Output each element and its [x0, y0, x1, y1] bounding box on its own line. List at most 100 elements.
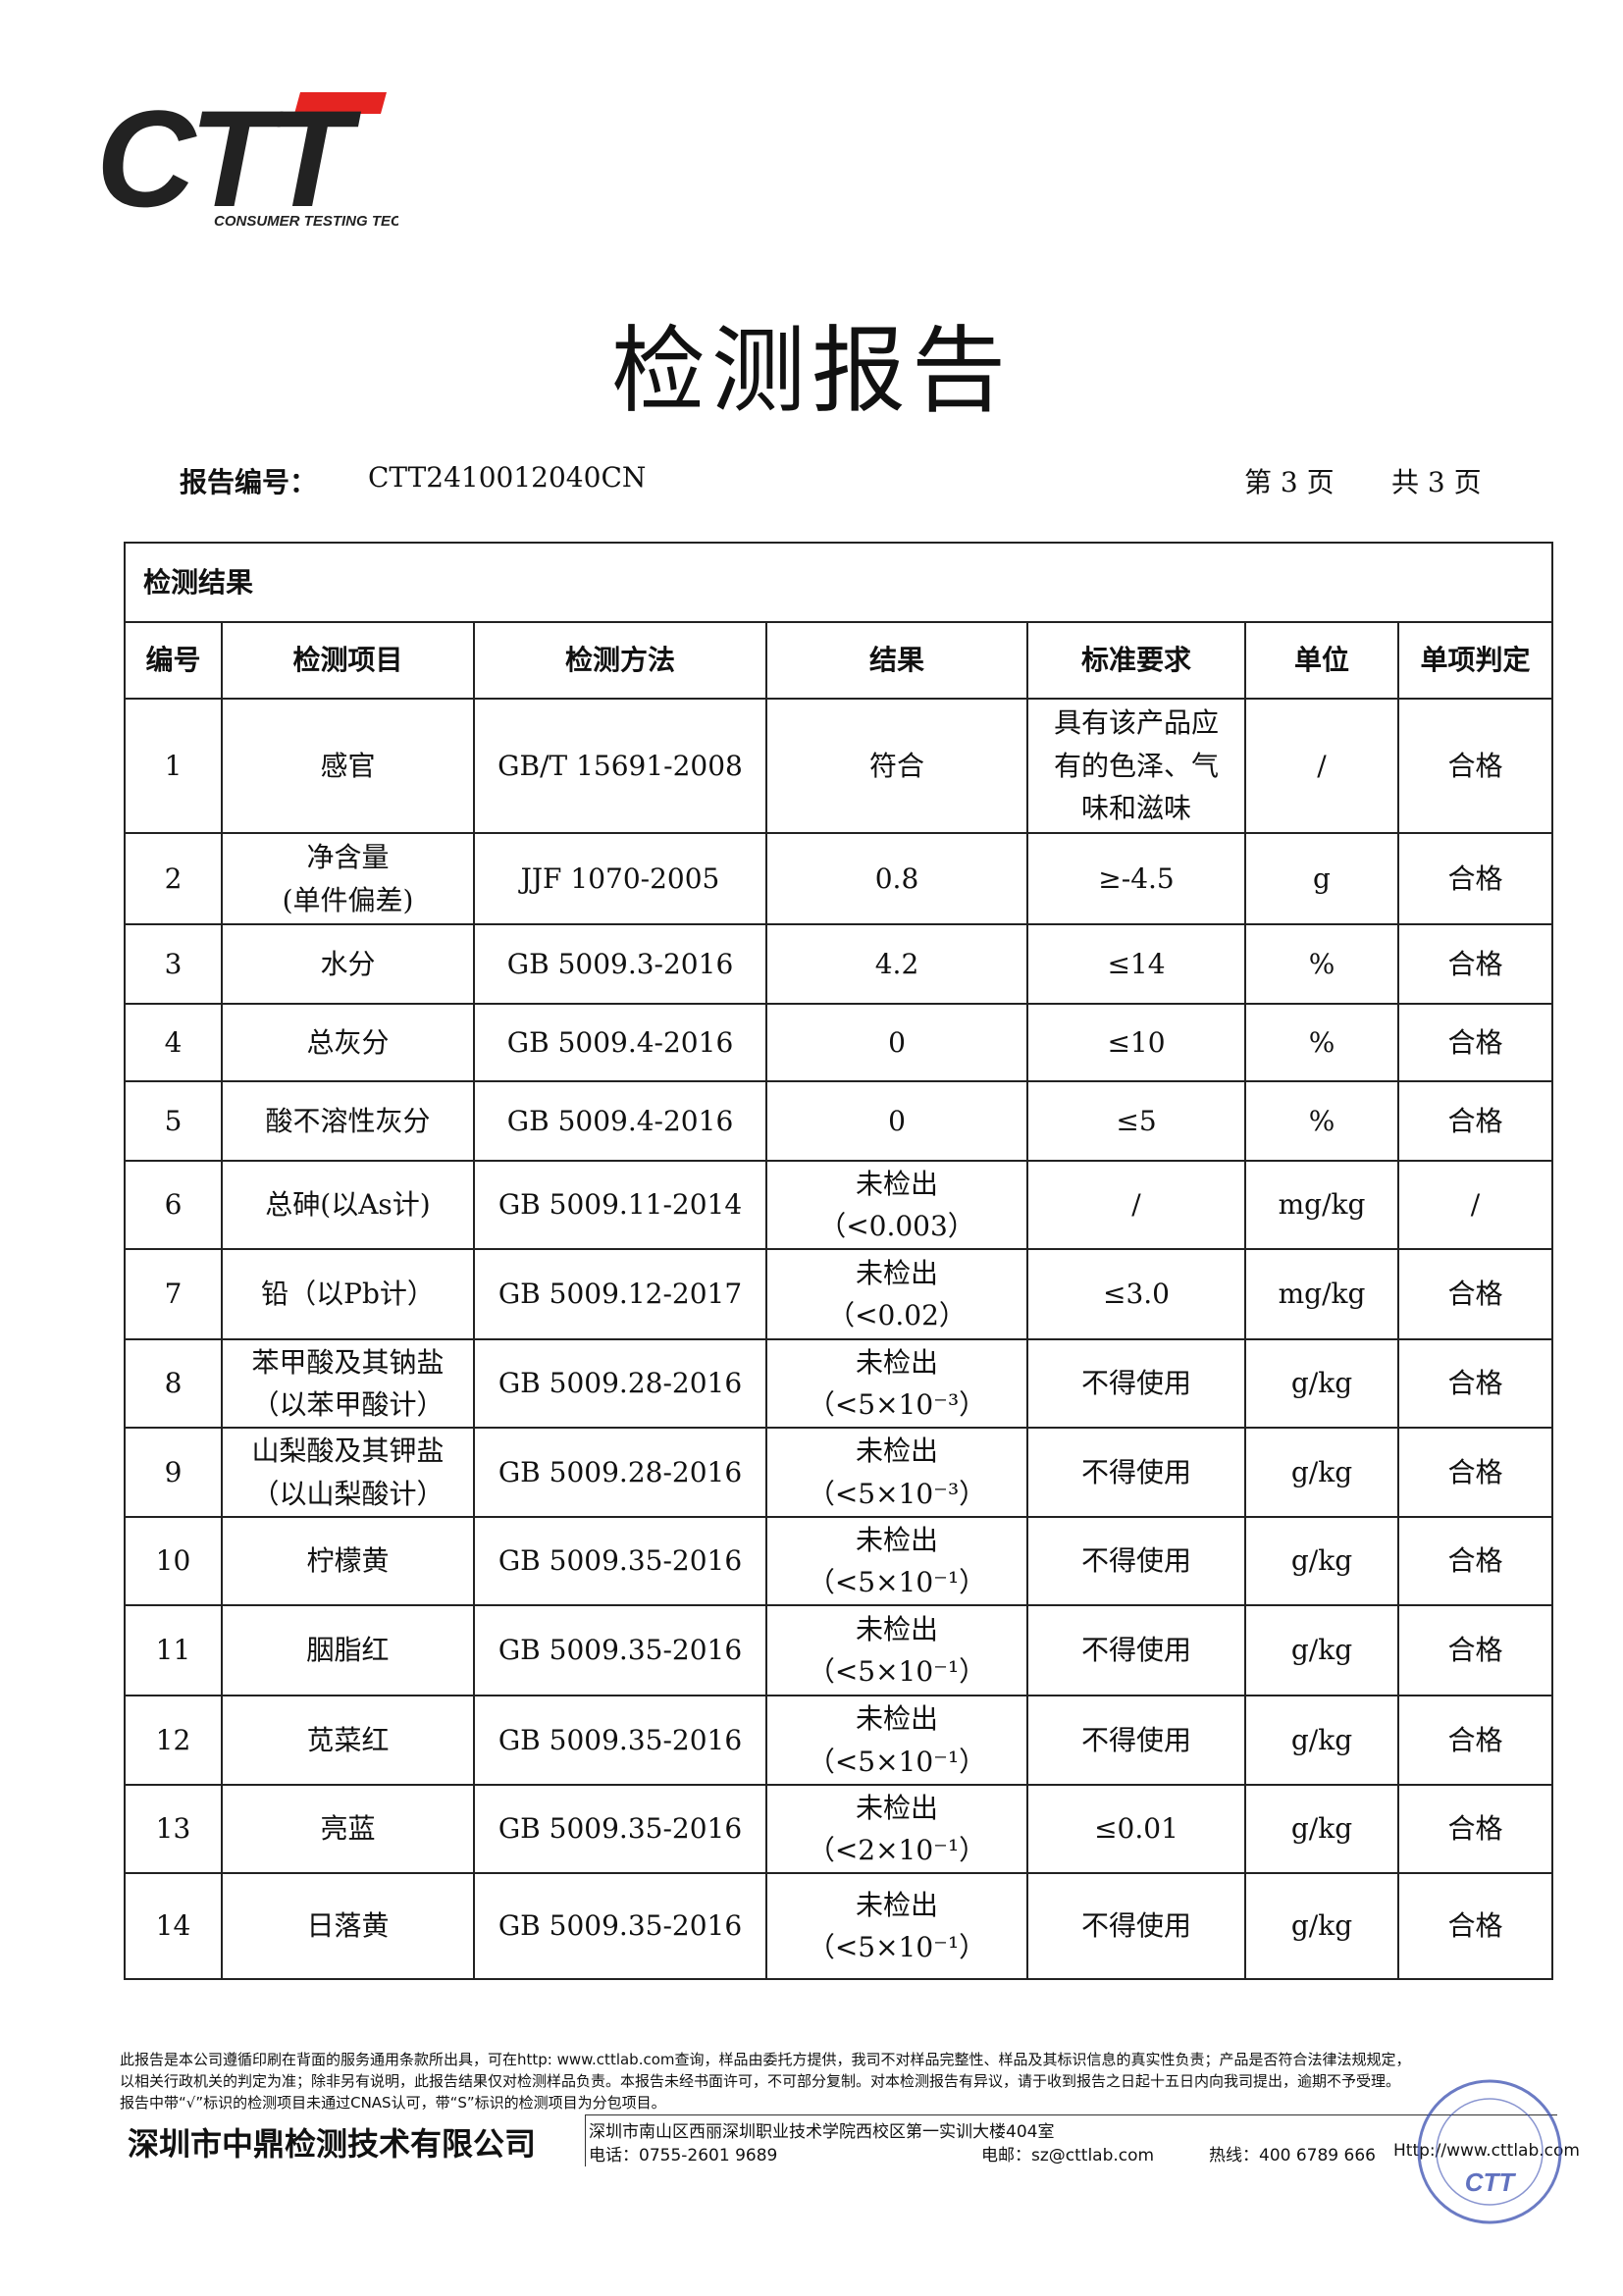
table-cell: 未检出 （<0.003）	[765, 1160, 1028, 1250]
table-row: 5 酸不溶性灰分 GB 5009.4-2016 0 ≤5% 合格	[124, 1080, 1553, 1162]
table-cell: GB 5009.35-2016	[473, 1516, 767, 1606]
table-cell: ≥-4.5	[1026, 832, 1246, 925]
table-cell: ≤10	[1026, 1003, 1246, 1082]
table-cell: 合格	[1397, 1248, 1553, 1340]
section-row: 检测结果	[124, 542, 1553, 623]
table-cell: ≤14	[1026, 923, 1246, 1005]
table-cell: 酸不溶性灰分	[221, 1080, 475, 1162]
table-cell: 亮蓝	[221, 1784, 475, 1874]
email: 电邮：sz@cttlab.com	[981, 2146, 1155, 2166]
table-cell: 苋菜红	[221, 1695, 475, 1786]
column-header: 检测项目	[221, 621, 475, 700]
table-cell: 具有该产品应 有的色泽、气 味和滋味	[1026, 698, 1246, 834]
table-row: 12 苋菜红 GB 5009.35-2016 未检出 （<5×10⁻¹） 不得使用 g/k…	[124, 1695, 1553, 1786]
table-cell: 9	[124, 1427, 223, 1518]
table-cell: 柠檬黄	[221, 1516, 475, 1606]
logo: CTT CONSUMER TESTING TECH	[96, 86, 398, 234]
table-cell: /	[1244, 698, 1399, 834]
footer-notes: 此报告是本公司遵循印刷在背面的服务通用条款所出具，可在http: www.ctt…	[120, 2049, 1562, 2113]
table-cell: g	[1244, 832, 1399, 925]
table-cell: 感官	[221, 698, 475, 834]
table-cell: GB 5009.35-2016	[473, 1695, 767, 1786]
table-row: 11 胭脂红 GB 5009.35-2016 未检出 （<5×10⁻¹） 不得使用 g/k…	[124, 1604, 1553, 1696]
footer-note: 以相关行政机关的判定为准；除非另有说明，此报告结果仅对检测样品负责。本报告未经书…	[120, 2072, 1401, 2090]
table-cell: 未检出 （<5×10⁻¹）	[765, 1604, 1028, 1696]
table-row: 7 铅（以Pb计） GB 5009.12-2017 未检出 （<0.02） ≤3.0 mg…	[124, 1248, 1553, 1340]
table-cell: 11	[124, 1604, 223, 1696]
table-cell: 未检出 （<2×10⁻¹）	[765, 1784, 1028, 1874]
table-cell: 合格	[1397, 832, 1553, 925]
table-cell: 不得使用	[1026, 1427, 1246, 1518]
table-cell: 2	[124, 832, 223, 925]
table-cell: g/kg	[1244, 1872, 1399, 1980]
table-cell: 日落黄	[221, 1872, 475, 1980]
table-cell: 不得使用	[1026, 1604, 1246, 1696]
company-name: 深圳市中鼎检测技术有限公司	[128, 2125, 537, 2163]
table-cell: GB 5009.35-2016	[473, 1784, 767, 1874]
table-cell: g/kg	[1244, 1516, 1399, 1606]
stamp-text: CTT	[1465, 2167, 1517, 2197]
table-cell: 铅（以Pb计）	[221, 1248, 475, 1340]
table-cell: 13	[124, 1784, 223, 1874]
table-cell: 合格	[1397, 1003, 1553, 1082]
report-no-label: 报告编号：	[180, 466, 318, 498]
table-cell: 不得使用	[1026, 1338, 1246, 1429]
table-cell: 未检出 （<5×10⁻¹）	[765, 1872, 1028, 1980]
table-row: 14 日落黄 GB 5009.35-2016 未检出 （<5×10⁻¹） 不得使用 g/k…	[124, 1872, 1553, 1980]
table-cell: 8	[124, 1338, 223, 1429]
table-row: 13 亮蓝 GB 5009.35-2016 未检出 （<2×10⁻¹） ≤0.01 g/k…	[124, 1784, 1553, 1874]
total-pages: 共 3 页	[1391, 466, 1482, 498]
table-cell: g/kg	[1244, 1604, 1399, 1696]
table-cell: 3	[124, 923, 223, 1005]
table-cell: 合格	[1397, 698, 1553, 834]
table-cell: 6	[124, 1160, 223, 1250]
table-cell: 不得使用	[1026, 1516, 1246, 1606]
table-cell: 合格	[1397, 1080, 1553, 1162]
report-no: CTT2410012040CN	[368, 461, 647, 494]
table-row: 8 苯甲酸及其钠盐 （以苯甲酸计） GB 5009.28-2016 未检出 （<5×1…	[124, 1338, 1553, 1429]
table-cell: /	[1397, 1160, 1553, 1250]
table-cell: GB 5009.3-2016	[473, 923, 767, 1005]
table-cell: 符合	[765, 698, 1028, 834]
table-cell: 未检出 （<5×10⁻³）	[765, 1338, 1028, 1429]
table-cell: 0	[765, 1080, 1028, 1162]
table-cell: 7	[124, 1248, 223, 1340]
logo-tagline: CONSUMER TESTING TECH	[214, 213, 398, 230]
table-cell: %	[1244, 923, 1399, 1005]
table-cell: %	[1244, 1003, 1399, 1082]
table-cell: GB/T 15691-2008	[473, 698, 767, 834]
table-cell: 合格	[1397, 1604, 1553, 1696]
table-cell: 水分	[221, 923, 475, 1005]
table-cell: JJF 1070-2005	[473, 832, 767, 925]
table-cell: GB 5009.12-2017	[473, 1248, 767, 1340]
table-cell: GB 5009.28-2016	[473, 1338, 767, 1429]
table-cell: mg/kg	[1244, 1160, 1399, 1250]
results-table: 检测结果 编号 检测项目 检测方法 结果 标准要求 单位 单项判定 1 感官 GB/T 15691-…	[124, 542, 1553, 1980]
table-cell: g/kg	[1244, 1784, 1399, 1874]
table-cell: GB 5009.4-2016	[473, 1080, 767, 1162]
address: 深圳市南山区西丽深圳职业技术学院西校区第一实训大楼404室	[589, 2122, 1055, 2142]
section-title: 检测结果	[124, 542, 1553, 623]
table-row: 9 山梨酸及其钾盐 （以山梨酸计） GB 5009.28-2016 未检出 （<5×1…	[124, 1427, 1553, 1518]
table-cell: 未检出 （<5×10⁻¹）	[765, 1695, 1028, 1786]
logo-text: CTT	[96, 86, 362, 234]
column-header: 检测方法	[473, 621, 767, 700]
table-cell: /	[1026, 1160, 1246, 1250]
header-row: 编号 检测项目 检测方法 结果 标准要求 单位 单项判定	[124, 621, 1553, 700]
table-cell: ≤0.01	[1026, 1784, 1246, 1874]
table-row: 3 水分 GB 5009.3-2016 4.2 ≤14% 合格	[124, 923, 1553, 1005]
table-cell: 合格	[1397, 923, 1553, 1005]
table-row: 1 感官 GB/T 15691-2008 符合 具有该产品应 有的色泽、气 味和滋味 / 合…	[124, 698, 1553, 834]
table-cell: GB 5009.35-2016	[473, 1604, 767, 1696]
table-cell: GB 5009.11-2014	[473, 1160, 767, 1250]
table-cell: 山梨酸及其钾盐 （以山梨酸计）	[221, 1427, 475, 1518]
table-cell: GB 5009.35-2016	[473, 1872, 767, 1980]
table-cell: 合格	[1397, 1338, 1553, 1429]
table-cell: 10	[124, 1516, 223, 1606]
table-cell: 总砷(以As计)	[221, 1160, 475, 1250]
table-cell: 净含量 (单件偏差)	[221, 832, 475, 925]
table-cell: 未检出 （<0.02）	[765, 1248, 1028, 1340]
table-cell: 合格	[1397, 1784, 1553, 1874]
table-cell: 合格	[1397, 1695, 1553, 1786]
